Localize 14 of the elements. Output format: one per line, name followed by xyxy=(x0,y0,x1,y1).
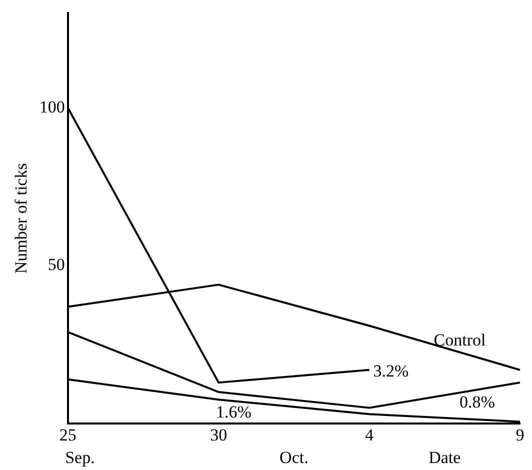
series-label: Control xyxy=(434,330,486,350)
y-tick-label: 100 xyxy=(39,97,65,116)
x-axis-title: Date xyxy=(428,448,461,467)
x-tick-label: 30 xyxy=(210,425,228,444)
x-tick-label: 4 xyxy=(365,425,374,444)
x-tick-label: 25 xyxy=(59,425,76,444)
y-tick-label: 50 xyxy=(48,255,65,274)
y-axis-title: Number of ticks xyxy=(12,163,31,274)
series-label: 3.2% xyxy=(373,361,409,380)
series-label: 1.6% xyxy=(216,402,252,422)
text: Sep. xyxy=(65,448,95,467)
x-tick-label: 9 xyxy=(516,425,524,444)
series-label: 0.8% xyxy=(460,392,495,412)
text: Oct. xyxy=(280,448,308,467)
